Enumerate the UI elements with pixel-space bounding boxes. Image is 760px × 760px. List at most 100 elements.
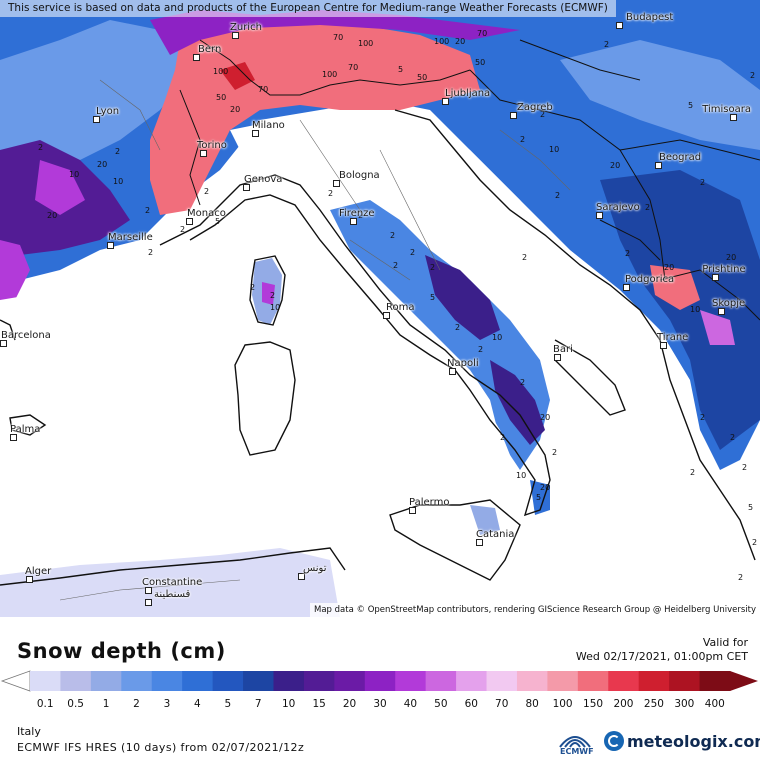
chart-title: Snow depth (cm) [17,639,226,663]
contour-label: 2 [180,225,185,234]
contour-label: 10 [270,303,280,312]
contour-label: 2 [730,433,735,442]
legend-tick-label: 4 [194,698,201,710]
legend-swatch [303,671,335,691]
map-canvas: 7010070507010070502022010102520100522100… [0,0,760,617]
contour-label: 20 [610,161,620,170]
legend-swatch [456,671,488,691]
city-label: Palma [10,424,41,435]
legend-tick-label: 50 [434,698,448,710]
contour-label: 2 [690,468,695,477]
contour-label: 2 [455,323,460,332]
legend-swatch [425,671,457,691]
city-marker [616,22,623,29]
ecmwf-label: ECMWF [560,747,594,756]
contour-label: 20 [664,263,674,272]
city-marker [596,212,603,219]
contour-label: 2 [604,40,609,49]
legend-swatch [334,671,366,691]
legend-tick-label: 7 [254,698,262,710]
contour-label: 2 [250,283,255,292]
contour-label: 10 [69,170,79,179]
snow-layer-alps-magenta [150,10,520,55]
legend-tick-label: 15 [312,698,326,710]
legend-over-arrow [730,671,758,691]
ecmwf-logo-icon [559,736,591,748]
contour-label: 2 [752,538,757,547]
city-label: قسنطينة [154,589,191,600]
city-marker [232,32,239,39]
contour-label: 5 [688,101,693,110]
contour-label: 2 [500,433,505,442]
snow-layer-east-balkan-violet [700,310,735,345]
city-marker [193,54,200,61]
city-marker [298,573,305,580]
legend-panel: Snow depth (cm) Valid for Wed 02/17/2021… [0,617,760,760]
contour-label: 10 [690,305,700,314]
city-label: تونس [303,563,327,574]
contour-label: 5 [748,503,753,512]
city-marker [350,218,357,225]
contour-label: 2 [393,261,398,270]
city-marker [409,507,416,514]
contour-label: 2 [478,345,483,354]
city-label: Skopje [712,298,746,309]
legend-tick-label: 20 [342,698,357,710]
legend-tick-label: 60 [464,698,478,710]
contour-label: 2 [552,448,557,457]
contour-label: 100 [434,37,449,46]
city-label: Alger [25,566,52,577]
city-marker [145,587,152,594]
legend-swatch [30,671,61,691]
contour-label: 2 [522,253,527,262]
no-snow-adriatic [395,110,700,490]
snow-layer-alps-dark [220,62,255,90]
city-label: Palermo [409,497,450,508]
meteologix-brand[interactable]: meteologix.com [604,731,760,751]
contour-label: 10 [113,177,123,186]
legend-swatch [60,671,92,691]
contour-label: 2 [540,110,545,119]
contour-label: 10 [516,471,526,480]
city-label: Bologna [339,170,380,181]
contour-label: 20 [97,160,107,169]
contour-label: 2 [38,143,43,152]
legend-tick-label: 100 [552,698,573,710]
city-label: Roma [386,302,415,313]
contour-label: 2 [410,248,415,257]
contour-label: 10 [549,145,559,154]
legend-tick-label: 0.5 [67,698,84,710]
city-marker [200,150,207,157]
country-borders [179,39,760,321]
legend-tick-label: 400 [704,698,725,710]
city-marker [243,184,250,191]
legend-swatch [273,671,305,691]
legend-swatch [212,671,244,691]
city-label: Zagreb [517,102,553,113]
region-name: Italy [17,725,41,738]
city-label: Barcelona [1,330,51,341]
city-label: Bari [553,344,573,355]
city-label: Torino [197,140,227,151]
contour-label: 50 [417,73,427,82]
legend-swatch [547,671,579,691]
snow-depth-map: 70 100 70 50 70 100 70 50 20 2 20 10 10 2 5 20 100 5 2 2 100… [0,0,760,617]
contour-label: 2 [358,211,363,220]
snow-layer-calabria [530,480,550,515]
region-borders [59,79,571,601]
contour-label: 2 [430,263,435,272]
city-marker [712,274,719,281]
city-label: Beograd [659,152,702,163]
city-marker [660,342,667,349]
contour-label: 2 [700,413,705,422]
city-marker [730,114,737,121]
city-marker [718,308,725,315]
contour-label: 2 [625,249,630,258]
valid-label: Valid for [702,636,748,649]
legend-swatch [395,671,427,691]
city-label: Milano [252,120,285,131]
color-legend: 0.1 0.5 1 2 3 4 5 7 10 15 20 30 40 50 60 70 80 100 150 200 2… [0,669,760,710]
contour-label: 2 [750,71,755,80]
valid-time: Wed 02/17/2021, 01:00pm CET [575,650,748,663]
city-marker [554,354,561,361]
